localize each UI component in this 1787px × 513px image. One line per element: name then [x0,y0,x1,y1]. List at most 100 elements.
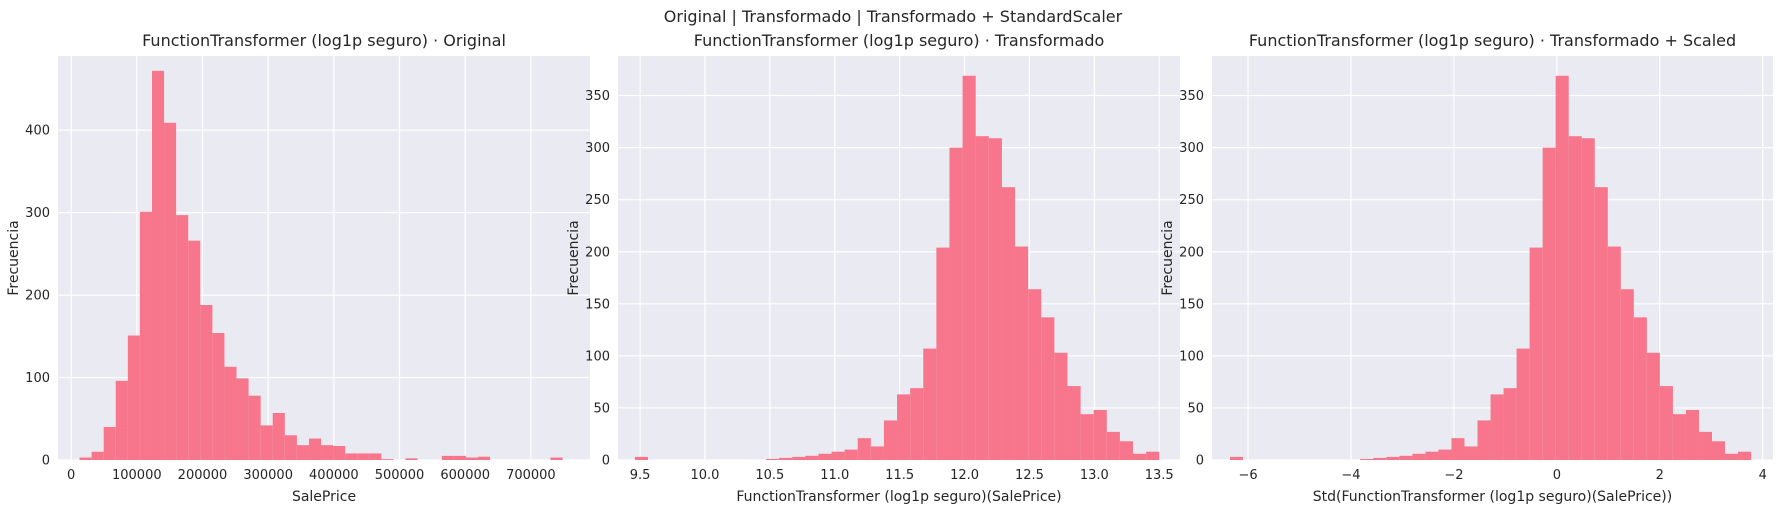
histogram-bar [91,451,104,460]
histogram-bar [805,455,819,460]
histogram-bar [1028,289,1042,460]
histogram-bar [1438,449,1452,460]
histogram-bar [779,457,793,460]
x-tick-label: 100000 [112,468,162,483]
histogram-bar [478,456,491,460]
y-tick-label: 200 [25,289,50,304]
histogram-bar [1133,453,1147,460]
histogram-bar [818,453,832,460]
x-tick-label: 700000 [506,468,556,483]
x-tick-label: −2 [1444,468,1463,483]
y-tick-label: 400 [25,124,50,139]
histogram-bar [1093,410,1107,460]
plot-area [618,56,1180,460]
histogram-bar [1001,187,1016,461]
histogram-bar [465,457,479,460]
histogram-bar [1646,352,1660,460]
histogram-bar [831,451,845,460]
x-tick-label: 10.0 [690,468,719,483]
histogram-bar [176,215,189,460]
y-axis-label: Frecuencia [1160,220,1176,295]
x-axis-label: SalePrice [292,489,356,505]
histogram-bar [1464,446,1478,460]
x-tick-label: 0 [1553,468,1561,483]
histogram-bar [1633,317,1647,460]
histogram-bar [296,445,309,460]
histogram-bar [139,211,152,460]
histogram-bar [1119,441,1134,460]
histogram-bar [962,75,976,460]
histogram-bar [1054,352,1068,460]
x-tick-label: 4 [1759,468,1767,483]
x-tick-label: 500000 [375,468,425,483]
x-tick-label: 2 [1656,468,1664,483]
histogram-bar [844,449,858,460]
x-tick-label: 0 [67,468,75,483]
histogram-bar [321,445,334,460]
x-tick-label: −4 [1341,468,1360,483]
panel-title: FunctionTransformer (log1p seguro) · Tra… [1249,31,1736,50]
histogram-panel-1: 0 100000 200000 300000 400000 500000 600000 700… [6,31,590,505]
histogram-bar [1516,348,1530,460]
histogram-bar [405,458,418,460]
y-tick-label: 200 [585,245,610,260]
x-tick-label: 10.5 [755,468,784,483]
histogram-bar [988,138,1002,460]
histogram-bar [188,240,201,460]
histogram-bar [115,380,128,460]
histogram-bar [949,147,963,461]
histogram-bar [1607,246,1621,460]
y-tick-label: 0 [42,454,50,469]
histogram-bar [272,413,285,460]
y-tick-label: 300 [585,141,610,156]
histogram-bar [260,425,273,460]
y-axis-label: Frecuencia [566,220,582,295]
y-tick-label: 50 [1187,401,1204,416]
histogram-bar [870,446,884,460]
y-tick-label: 0 [1196,454,1204,469]
plot-area [1212,56,1773,460]
x-tick-label: 11.5 [885,468,914,483]
histogram-bar [1067,386,1081,460]
histogram-bar [441,455,454,460]
histogram-bar [975,136,989,460]
y-tick-label: 250 [585,193,610,208]
histogram-bar [1581,138,1595,460]
histogram-bar [1360,458,1374,460]
histogram-bar [1399,455,1413,460]
x-tick-label: 12.0 [950,468,979,483]
histogram-bar [1711,441,1726,460]
histogram-bar [248,395,261,460]
panel-title: FunctionTransformer (log1p seguro) · Ori… [142,31,506,50]
histogram-bar [936,247,950,460]
histogram-bar [333,445,346,460]
histogram-bar [1698,431,1712,460]
histogram-bar [308,438,322,460]
histogram-bar [1425,451,1439,460]
histogram-bar [857,438,871,460]
x-tick-label: 9.5 [630,468,651,483]
histogram-bar [1659,386,1673,460]
histogram-bar [1542,147,1556,461]
histogram-bar [1041,317,1055,460]
histogram-bar [1672,414,1686,460]
histogram-bar [200,304,213,460]
histogram-bar [1594,187,1608,461]
histogram-bar [345,453,358,460]
x-tick-label: 200000 [178,468,228,483]
histogram-bar [897,394,911,460]
histogram-bar [236,378,249,460]
x-axis-label: FunctionTransformer (log1p seguro)(SaleP… [736,489,1061,505]
y-tick-label: 300 [25,206,50,221]
y-axis-label: Frecuencia [6,220,22,295]
histogram-bar [1490,394,1504,460]
y-tick-label: 100 [25,371,50,386]
histogram-bar [1106,431,1120,460]
histogram-bar [1386,456,1400,460]
y-tick-label: 150 [1179,297,1204,312]
histogram-bar [357,453,370,460]
histogram-bar [765,458,780,460]
histogram-bar [1685,410,1699,460]
histogram-bar [1373,457,1387,460]
x-tick-label: 11.0 [820,468,849,483]
